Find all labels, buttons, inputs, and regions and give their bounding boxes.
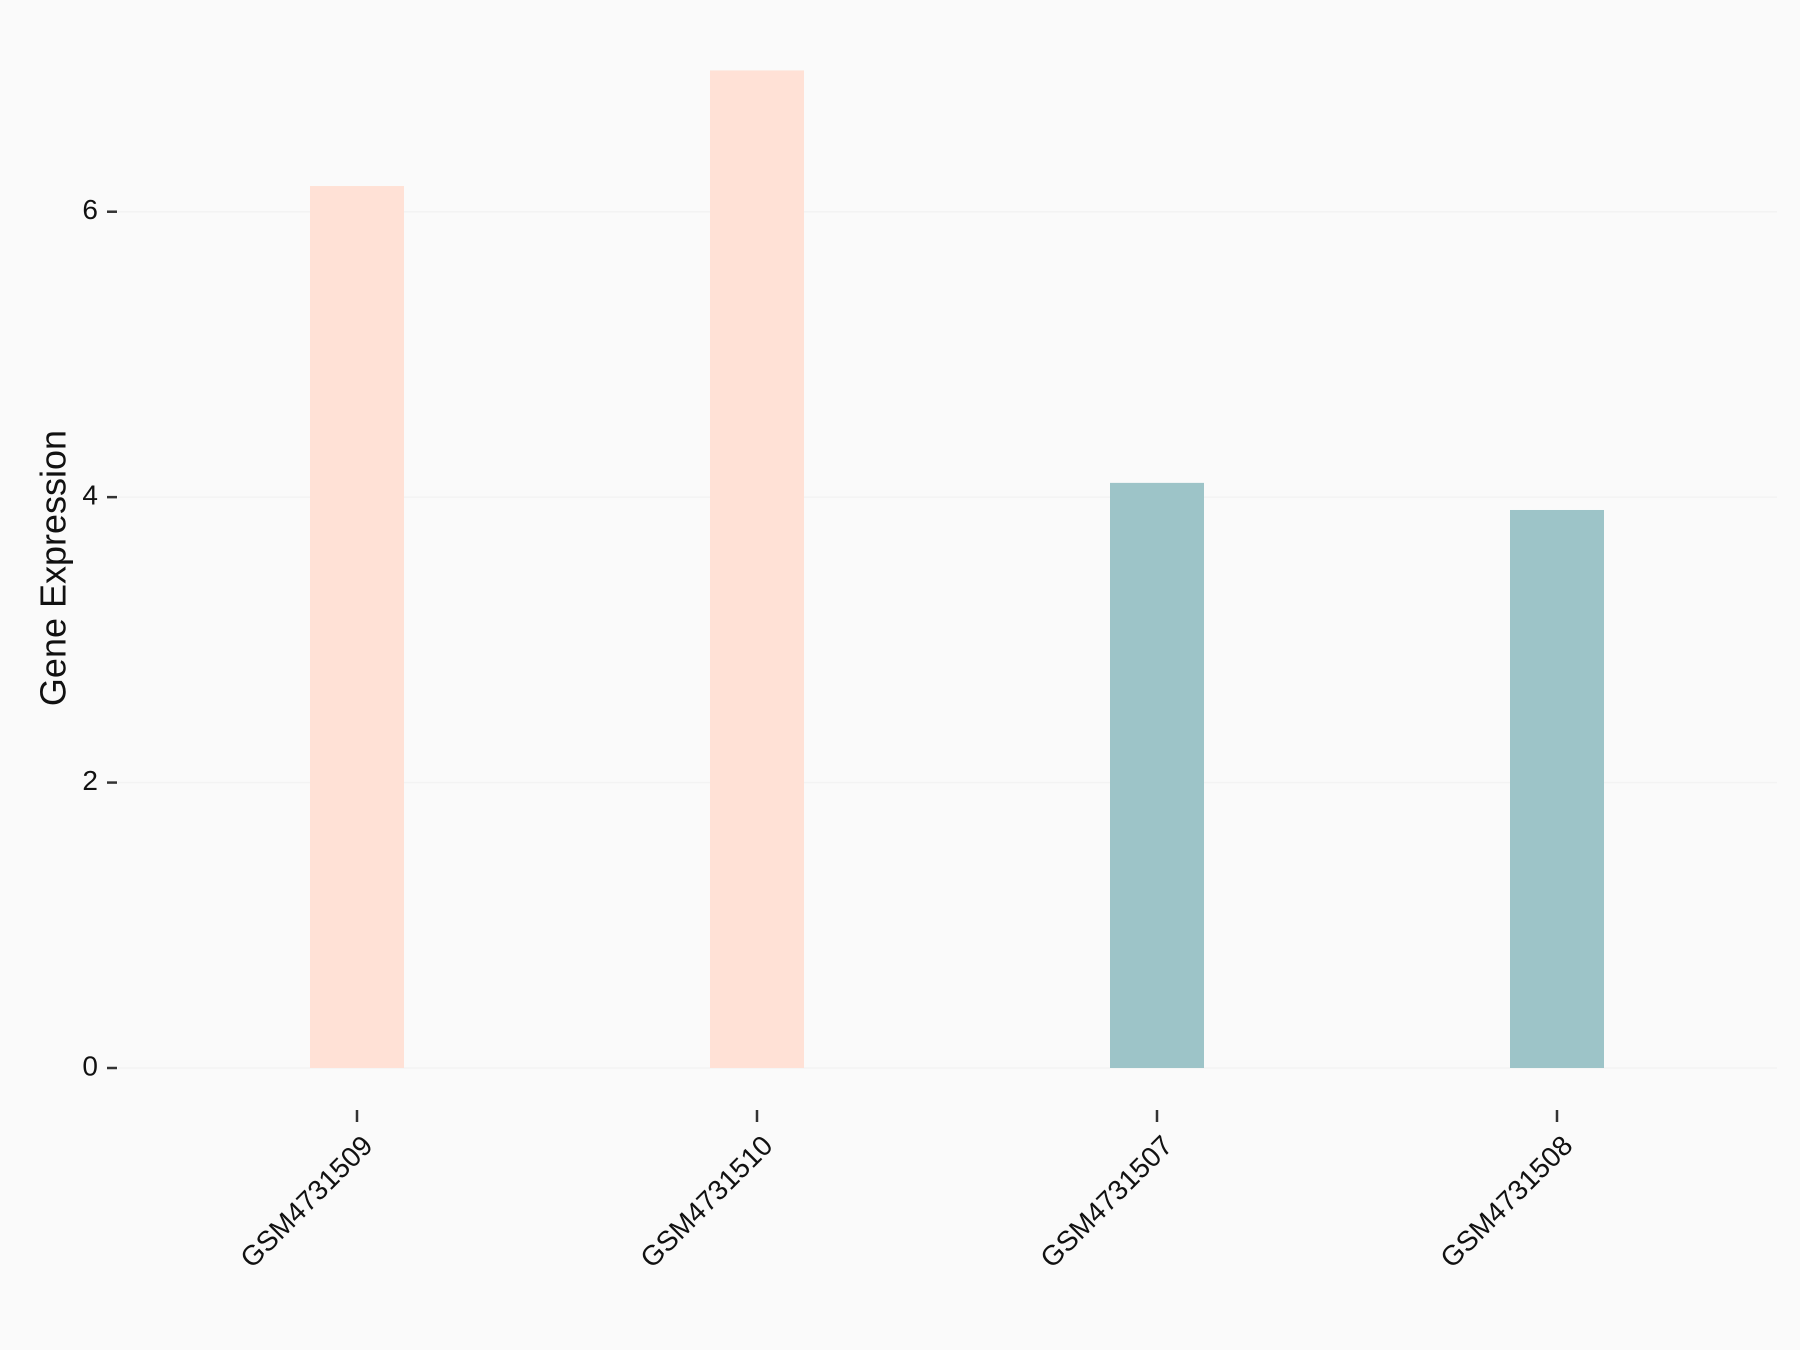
- bar: [710, 70, 804, 1069]
- y-tick-label: 0: [82, 1050, 98, 1081]
- bar: [1110, 482, 1204, 1068]
- y-tick-label: 2: [82, 765, 98, 796]
- y-tick-label: 6: [82, 194, 98, 225]
- bar: [310, 186, 404, 1069]
- y-axis-label: Gene Expression: [33, 430, 74, 706]
- bar: [1510, 509, 1604, 1068]
- y-tick-label: 4: [82, 480, 98, 511]
